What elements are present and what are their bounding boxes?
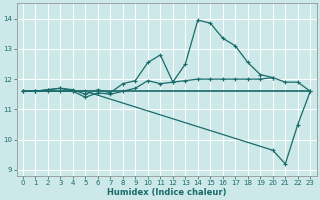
X-axis label: Humidex (Indice chaleur): Humidex (Indice chaleur) [107,188,226,197]
